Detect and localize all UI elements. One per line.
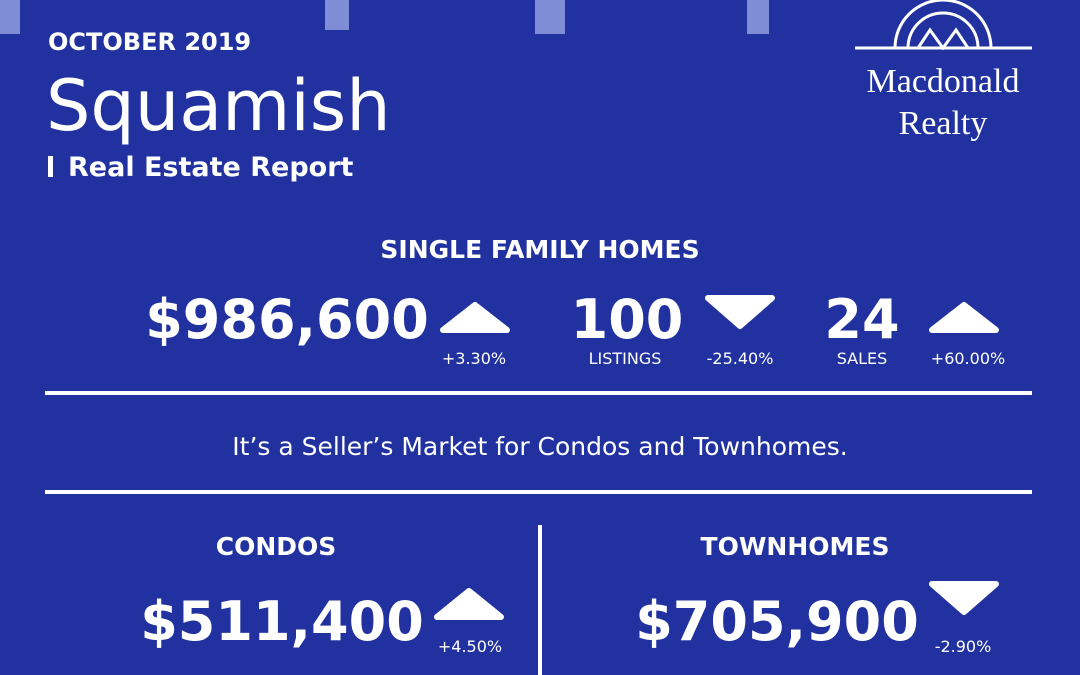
price: $986,600 — [145, 288, 429, 351]
subtitle-bar — [48, 156, 53, 177]
trend-arrow — [440, 302, 510, 333]
divider — [538, 525, 542, 675]
logo — [855, 0, 1032, 51]
section-title: TOWNHOMES — [701, 532, 890, 561]
decor — [0, 0, 20, 34]
logo-text: Realty — [899, 105, 988, 142]
message: It’s a Seller’s Market for Condos and To… — [232, 432, 847, 461]
logo-text: Macdonald — [867, 63, 1020, 100]
change: -2.90% — [935, 637, 992, 656]
city-name: Squamish — [46, 65, 391, 147]
trend-arrow — [929, 581, 999, 615]
listings-value: 100 — [571, 288, 684, 351]
trend-arrow — [705, 295, 775, 329]
section-title: CONDOS — [216, 532, 337, 561]
decor — [747, 0, 769, 34]
change: +3.30% — [442, 349, 506, 368]
change: +4.50% — [438, 637, 502, 656]
report-date: OCTOBER 2019 — [48, 28, 251, 56]
divider — [45, 391, 1032, 395]
subtitle: Real Estate Report — [68, 152, 354, 183]
change: -25.40% — [707, 349, 774, 368]
sales-label: SALES — [837, 349, 888, 368]
trend-arrow — [929, 302, 999, 333]
decor — [325, 0, 349, 30]
divider — [45, 490, 1032, 494]
decor — [535, 0, 565, 34]
change: +60.00% — [931, 349, 1005, 368]
section-title: SINGLE FAMILY HOMES — [380, 235, 699, 264]
sales-value: 24 — [824, 288, 899, 351]
price: $511,400 — [140, 590, 424, 653]
trend-arrow — [434, 588, 504, 620]
price: $705,900 — [635, 590, 919, 653]
listings-label: LISTINGS — [589, 349, 662, 368]
